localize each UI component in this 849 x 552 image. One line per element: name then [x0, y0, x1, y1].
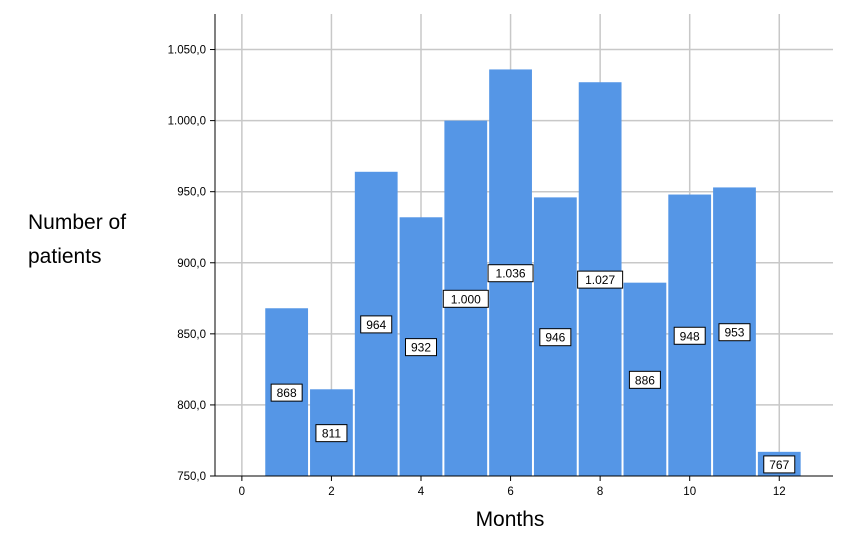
y-tick-label: 1.050,0 [168, 45, 206, 57]
x-tick-label: 4 [418, 486, 425, 498]
data-label: 964 [366, 318, 386, 332]
axes [210, 14, 833, 481]
data-label-box [270, 383, 303, 402]
data-label: 868 [277, 386, 297, 400]
y-tick-label: 850,0 [177, 329, 206, 341]
data-label-box [763, 455, 796, 474]
x-tick-label: 12 [773, 486, 786, 498]
y-tick-label: 950,0 [177, 187, 206, 199]
y-tick-labels: 750,0 800,0 850,0 900,0 950,0 1.000,0 1.050,0 [168, 45, 206, 483]
y-tick-label: 800,0 [177, 400, 206, 412]
y-tick-label: 900,0 [177, 258, 206, 270]
data-label-box [315, 424, 348, 443]
data-label: 953 [724, 326, 744, 340]
y-axis-label: Number of patients [28, 211, 127, 268]
x-tick-label: 6 [507, 486, 513, 498]
x-tick-label: 8 [597, 486, 603, 498]
data-label: 946 [545, 331, 565, 345]
data-label: 767 [769, 458, 789, 472]
x-axis-label: Months [475, 508, 545, 531]
data-label-box [577, 270, 624, 289]
data-label-box [673, 326, 706, 345]
data-label: 811 [322, 427, 341, 441]
x-tick-labels: 0 2 4 6 8 10 12 [239, 486, 786, 498]
y-tick-label: 750,0 [177, 471, 206, 483]
data-labels: 868 811 964 932 1.000 1.036 946 1.027 886 948 953 7… [270, 264, 796, 474]
data-label: 1.027 [585, 273, 615, 287]
data-label: 1.000 [451, 292, 481, 306]
data-label-box [628, 370, 661, 389]
x-tick-label: 10 [683, 486, 696, 498]
data-label-box [405, 338, 437, 357]
data-label-box [539, 328, 572, 347]
x-tick-label: 2 [328, 486, 334, 498]
data-label-box [360, 315, 393, 334]
data-label: 886 [635, 373, 655, 387]
y-tick-label: 1.000,0 [168, 116, 206, 128]
data-label-box [442, 289, 489, 308]
data-label-box [487, 264, 534, 283]
data-label: 932 [411, 341, 431, 355]
data-label: 1.036 [496, 267, 526, 281]
data-label: 948 [680, 329, 700, 343]
data-label-box [718, 323, 751, 342]
x-tick-label: 0 [239, 486, 245, 498]
